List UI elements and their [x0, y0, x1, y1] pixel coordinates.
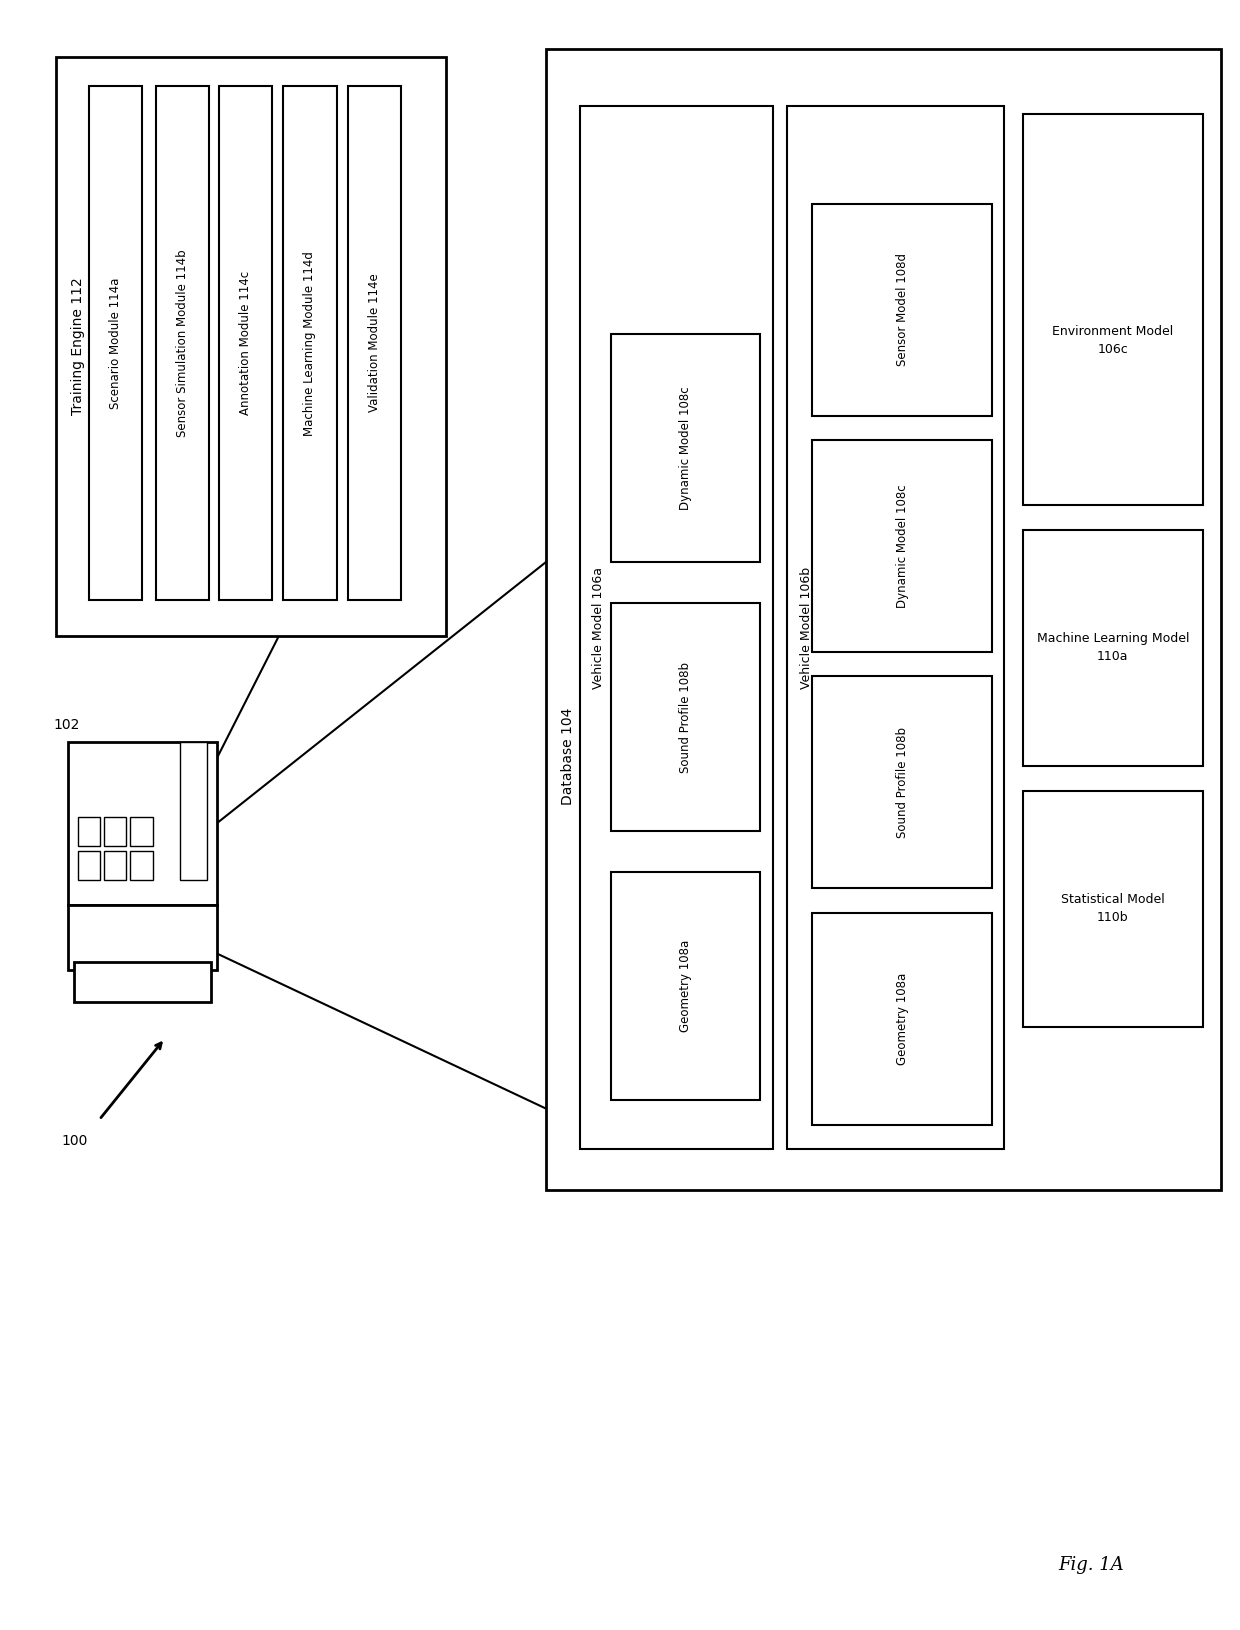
- Text: Vehicle Model 106b: Vehicle Model 106b: [800, 567, 812, 688]
- FancyBboxPatch shape: [1023, 791, 1203, 1027]
- Text: Geometry 108a: Geometry 108a: [680, 941, 692, 1032]
- FancyBboxPatch shape: [56, 57, 446, 636]
- Text: Environment Model
106c: Environment Model 106c: [1053, 326, 1173, 357]
- FancyBboxPatch shape: [1023, 114, 1203, 505]
- FancyBboxPatch shape: [104, 817, 126, 846]
- FancyBboxPatch shape: [1023, 530, 1203, 766]
- Text: Geometry 108a: Geometry 108a: [895, 973, 909, 1064]
- FancyBboxPatch shape: [68, 905, 217, 970]
- Text: Sensor Model 108d: Sensor Model 108d: [895, 253, 909, 367]
- FancyBboxPatch shape: [219, 86, 273, 600]
- FancyBboxPatch shape: [611, 872, 760, 1100]
- Text: Sound Profile 108b: Sound Profile 108b: [895, 727, 909, 838]
- FancyBboxPatch shape: [787, 106, 1004, 1149]
- Text: Database 104: Database 104: [560, 707, 575, 805]
- Text: Dynamic Model 108c: Dynamic Model 108c: [680, 386, 692, 510]
- Text: Sensor Simulation Module 114b: Sensor Simulation Module 114b: [176, 249, 188, 437]
- Text: Dynamic Model 108c: Dynamic Model 108c: [895, 484, 909, 608]
- Text: Statistical Model
110b: Statistical Model 110b: [1061, 893, 1164, 924]
- Text: Machine Learning Model
110a: Machine Learning Model 110a: [1037, 632, 1189, 663]
- FancyBboxPatch shape: [611, 334, 760, 562]
- FancyBboxPatch shape: [546, 49, 1221, 1190]
- Text: Annotation Module 114c: Annotation Module 114c: [239, 271, 252, 416]
- FancyBboxPatch shape: [130, 817, 153, 846]
- FancyBboxPatch shape: [130, 851, 153, 880]
- FancyBboxPatch shape: [812, 913, 992, 1125]
- FancyBboxPatch shape: [68, 742, 217, 905]
- Text: Validation Module 114e: Validation Module 114e: [368, 274, 381, 412]
- FancyBboxPatch shape: [78, 817, 100, 846]
- FancyBboxPatch shape: [284, 86, 337, 600]
- Text: Training Engine 112: Training Engine 112: [71, 277, 86, 416]
- FancyBboxPatch shape: [611, 603, 760, 831]
- FancyBboxPatch shape: [89, 86, 143, 600]
- Text: Machine Learning Module 114d: Machine Learning Module 114d: [304, 251, 316, 435]
- FancyBboxPatch shape: [812, 204, 992, 416]
- FancyBboxPatch shape: [74, 962, 211, 1002]
- FancyBboxPatch shape: [104, 851, 126, 880]
- Text: 102: 102: [53, 719, 79, 732]
- FancyBboxPatch shape: [580, 106, 773, 1149]
- Text: 100: 100: [61, 1134, 88, 1148]
- FancyBboxPatch shape: [347, 86, 401, 600]
- Text: Fig. 1A: Fig. 1A: [1058, 1555, 1125, 1575]
- FancyBboxPatch shape: [812, 676, 992, 888]
- FancyBboxPatch shape: [180, 742, 207, 880]
- FancyBboxPatch shape: [156, 86, 208, 600]
- Text: Vehicle Model 106a: Vehicle Model 106a: [593, 567, 605, 688]
- Text: Scenario Module 114a: Scenario Module 114a: [109, 277, 122, 409]
- Text: Sound Profile 108b: Sound Profile 108b: [680, 662, 692, 773]
- FancyBboxPatch shape: [78, 851, 100, 880]
- FancyBboxPatch shape: [812, 440, 992, 652]
